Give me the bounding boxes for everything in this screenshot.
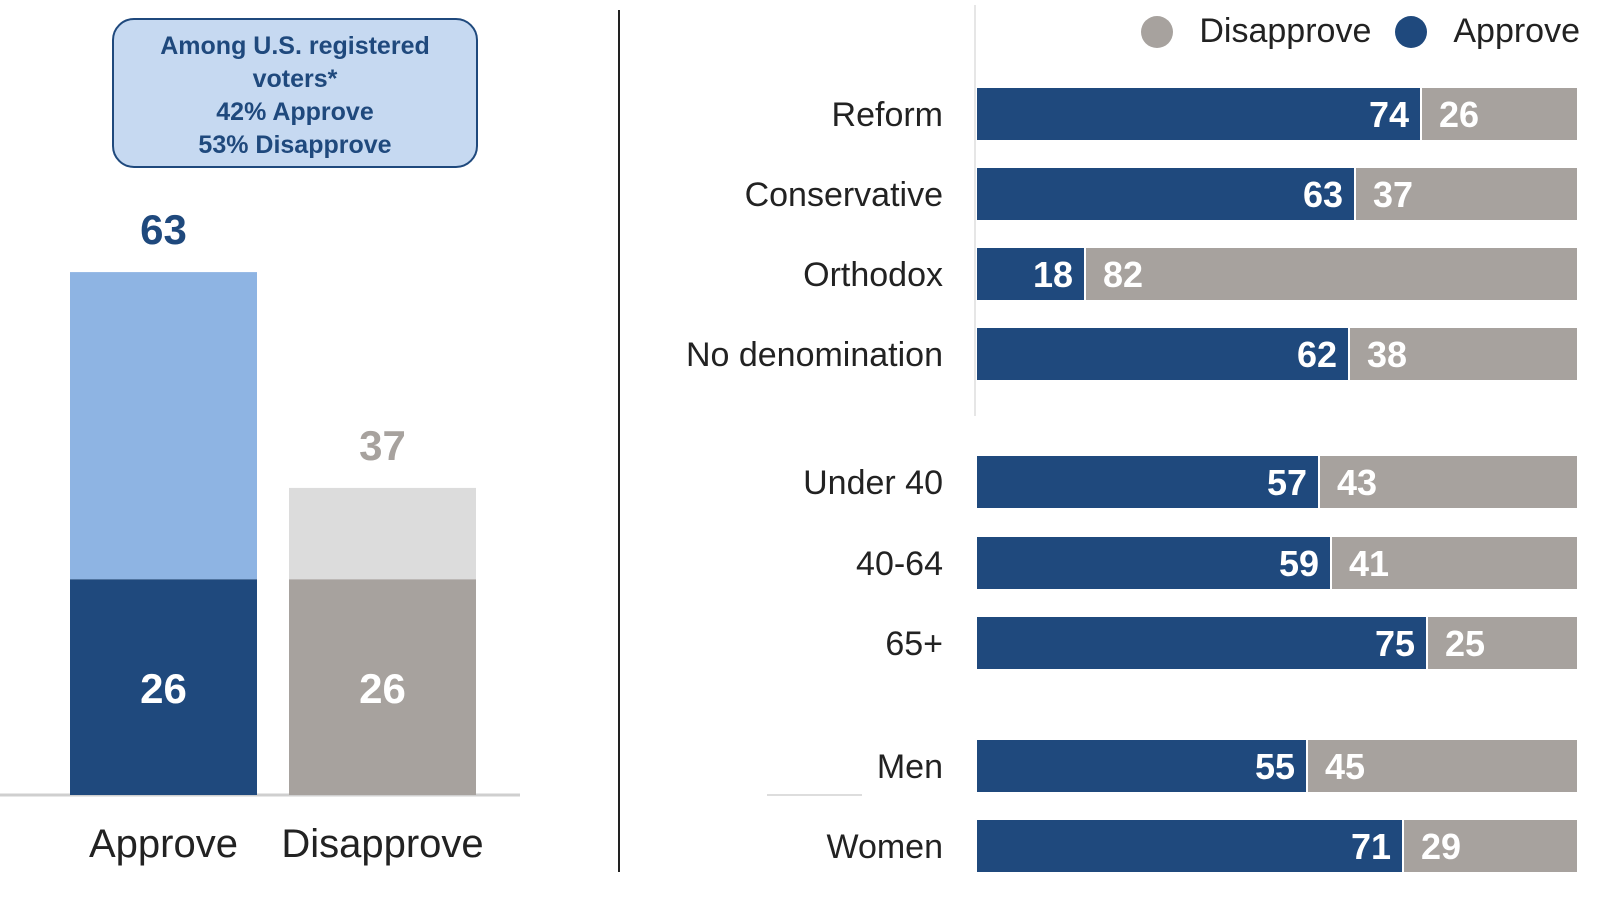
value-label-women-disapprove: 29: [1421, 826, 1461, 867]
bar-women-disapprove: [1403, 820, 1577, 872]
value-label-men-disapprove: 45: [1325, 746, 1365, 787]
value-label-reform-approve: 74: [1369, 94, 1409, 135]
bar-no-denomination-disapprove: [1349, 328, 1577, 380]
category-label-orthodox: Orthodox: [803, 256, 943, 294]
category-label-women: Women: [826, 828, 943, 866]
right-bar-chart: 74 26 Reform 63 37 Conservative 18 82 Orthodox 62…: [686, 5, 1577, 872]
segment-label-disapprove: 26: [359, 665, 406, 712]
bar-orthodox-approve: [977, 248, 1085, 300]
total-label-disapprove: 37: [359, 422, 406, 469]
value-label-orthodox-approve: 18: [1033, 254, 1073, 295]
value-label-women-approve: 71: [1351, 826, 1391, 867]
value-label-men-approve: 55: [1255, 746, 1295, 787]
category-label-conservative: Conservative: [745, 176, 943, 214]
left-chart: 26 63 Approve 26 37 Disapprove: [0, 0, 620, 900]
value-label-no-denomination-approve: 62: [1297, 334, 1337, 375]
bar-65-disapprove: [1427, 617, 1577, 669]
left-bar-chart: 26 63 Approve 26 37 Disapprove: [0, 206, 520, 866]
callout-line-4: 53% Disapprove: [198, 131, 392, 159]
value-label-orthodox-disapprove: 82: [1103, 254, 1143, 295]
registered-voters-callout: Among U.S. registered voters* 42% Approv…: [112, 18, 478, 168]
legend-approve-swatch: [1395, 15, 1428, 48]
value-label-conservative-disapprove: 37: [1373, 174, 1413, 215]
callout-line-3: 42% Approve: [216, 98, 374, 126]
callout-line-1: Among U.S. registered: [160, 32, 430, 60]
value-label-no-denomination-disapprove: 38: [1367, 334, 1407, 375]
bar-disapprove-lower: [289, 579, 476, 795]
bar-40-64-disapprove: [1331, 537, 1577, 589]
bar-disapprove-upper: [289, 487, 476, 580]
bar-under-40-disapprove: [1319, 456, 1577, 508]
bar-women-approve: [977, 820, 1403, 872]
category-label-disapprove: Disapprove: [281, 822, 483, 866]
value-label-40-64-approve: 59: [1279, 543, 1319, 584]
bar-no-denomination-approve: [977, 328, 1349, 380]
value-label-65-approve: 75: [1375, 623, 1415, 664]
bar-men-disapprove: [1307, 740, 1577, 792]
legend-disapprove-label: Disapprove: [1199, 12, 1372, 50]
bar-approve-lower: [70, 579, 257, 795]
value-label-reform-disapprove: 26: [1439, 94, 1479, 135]
category-label-reform: Reform: [832, 96, 943, 134]
category-label-65: 65+: [885, 625, 943, 663]
value-label-conservative-approve: 63: [1303, 174, 1343, 215]
bar-men-approve: [977, 740, 1307, 792]
segment-label-approve: 26: [140, 665, 187, 712]
bar-40-64-approve: [977, 537, 1331, 589]
value-label-under-40-disapprove: 43: [1337, 462, 1377, 503]
legend-disapprove-swatch: [1141, 15, 1174, 48]
category-label-men: Men: [877, 748, 943, 786]
value-label-65-disapprove: 25: [1445, 623, 1485, 664]
bar-under-40-approve: [977, 456, 1319, 508]
chart-legend: Disapprove Approve: [1141, 12, 1580, 51]
value-label-40-64-disapprove: 41: [1349, 543, 1389, 584]
callout-line-2: voters*: [252, 65, 338, 93]
category-label-no-denomination: No denomination: [686, 336, 943, 374]
total-label-approve: 63: [140, 206, 187, 253]
bar-reform-disapprove: [1421, 88, 1577, 140]
bar-conservative-approve: [977, 168, 1355, 220]
panel-divider: [618, 10, 620, 872]
right-chart: 74 26 Reform 63 37 Conservative 18 82 Orthodox 62…: [640, 0, 1600, 900]
category-label-under-40: Under 40: [803, 464, 943, 502]
bar-reform-approve: [977, 88, 1421, 140]
bar-approve-upper: [70, 272, 257, 580]
category-label-40-64: 40-64: [856, 545, 943, 583]
bar-orthodox-disapprove: [1085, 248, 1577, 300]
legend-approve-label: Approve: [1453, 12, 1580, 50]
bar-conservative-disapprove: [1355, 168, 1577, 220]
bar-65-approve: [977, 617, 1427, 669]
category-label-approve: Approve: [89, 822, 238, 866]
value-label-under-40-approve: 57: [1267, 462, 1307, 503]
